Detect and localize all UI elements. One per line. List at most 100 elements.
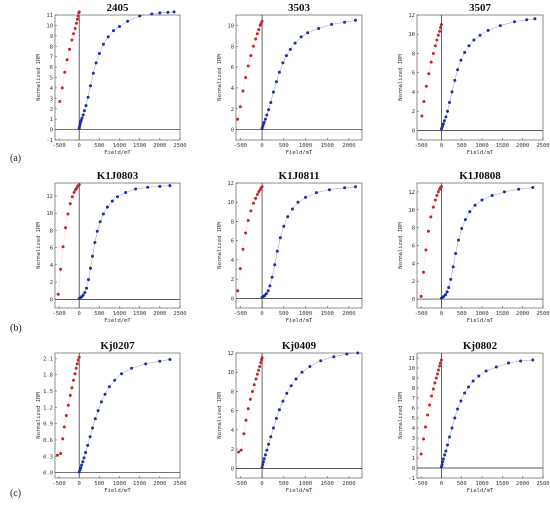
y-tick-label: 0: [50, 297, 53, 303]
data-point: [77, 10, 81, 14]
data-point: [345, 352, 349, 356]
x-tick-label: -500: [52, 481, 65, 487]
data-point: [426, 413, 430, 417]
plot-frame: [54, 182, 181, 309]
data-point: [61, 245, 65, 249]
data-point: [299, 35, 303, 39]
data-point: [472, 38, 476, 42]
data-point: [446, 109, 449, 113]
y-tick-label: 12: [408, 190, 415, 196]
data-point: [445, 290, 449, 294]
data-point: [431, 387, 435, 391]
data-point: [453, 416, 457, 420]
data-point: [468, 210, 472, 214]
chart-panel: Kj0207 -500 0 500 1000 1500 2000 2500 0.0 0.3 0.6 0…: [36, 340, 187, 494]
data-point: [498, 24, 502, 28]
series-line: [441, 18, 535, 130]
y-tick-label: 5: [412, 416, 415, 422]
chart-panel: K1J0803 -500 0 500 1000 1500 2000 2500 0 2 4 6 8 10 12…: [36, 170, 187, 324]
data-point: [158, 184, 162, 188]
data-point: [107, 385, 111, 389]
y-tick-label: 4: [231, 258, 235, 264]
data-point: [277, 408, 281, 412]
x-tick-label: 1000: [475, 481, 488, 487]
data-point: [436, 33, 440, 37]
x-tick-label: -500: [234, 311, 247, 317]
data-point: [533, 17, 537, 21]
y-tick-label: 8: [231, 389, 234, 395]
data-point: [507, 361, 510, 365]
x-axis-label: Field/mT: [286, 488, 313, 494]
data-point: [59, 452, 63, 455]
data-point: [438, 29, 442, 33]
data-point: [66, 403, 70, 407]
data-point: [447, 286, 451, 289]
x-axis-label: Field/mT: [467, 488, 494, 494]
data-point: [419, 294, 423, 298]
data-point: [66, 212, 70, 216]
series-backfield: [236, 185, 264, 293]
x-tick-label: 2000: [153, 481, 166, 487]
data-point: [268, 284, 272, 288]
data-point: [68, 393, 72, 397]
y-tick-label: 0: [231, 466, 234, 472]
data-point: [59, 267, 63, 271]
data-point: [275, 249, 279, 253]
data-point: [330, 22, 334, 26]
data-point: [101, 212, 105, 216]
y-tick-label: 6: [231, 65, 234, 71]
y-tick-label: 10: [227, 23, 234, 29]
y-tick-label: 6: [412, 244, 415, 250]
x-axis-label: Field/mT: [467, 318, 494, 324]
data-point: [262, 120, 266, 124]
data-point: [249, 54, 253, 58]
data-point: [459, 58, 463, 62]
series-line: [420, 186, 442, 297]
data-point: [254, 37, 258, 41]
data-point: [257, 368, 261, 372]
x-tick-label: -500: [234, 143, 247, 149]
row-label-c: (c): [10, 488, 21, 499]
data-point: [531, 186, 535, 189]
series-backfield: [236, 19, 264, 121]
y-axis-label: Normalized IRM: [36, 392, 42, 439]
y-tick-label: 9: [412, 376, 415, 382]
y-tick-label: 6: [412, 406, 415, 412]
data-point: [424, 248, 428, 252]
data-point: [261, 463, 265, 466]
series-acquisition: [260, 351, 360, 469]
data-point: [431, 205, 435, 209]
x-tick-label: -500: [414, 143, 427, 149]
y-tick-label: 0: [231, 128, 234, 134]
data-point: [241, 89, 245, 93]
data-point: [91, 254, 94, 258]
data-point: [431, 52, 435, 55]
x-axis-label: Field/mT: [104, 150, 131, 156]
series-line: [441, 359, 533, 468]
data-point: [244, 76, 248, 79]
data-point: [317, 27, 321, 30]
data-point: [244, 231, 248, 235]
data-point: [473, 203, 477, 207]
data-point: [453, 78, 457, 82]
data-point: [103, 392, 107, 396]
data-point: [519, 359, 523, 363]
data-point: [64, 414, 68, 417]
data-point: [168, 184, 172, 188]
y-tick-label: 5: [50, 76, 53, 82]
data-point: [172, 10, 176, 14]
data-point: [441, 122, 445, 126]
data-point: [252, 383, 256, 387]
y-tick-label: 6: [231, 409, 234, 415]
data-point: [72, 32, 75, 36]
data-point: [82, 109, 86, 113]
x-tick-label: 1500: [496, 311, 509, 317]
data-point: [444, 449, 448, 453]
data-point: [255, 193, 259, 196]
plot-frame: [54, 352, 181, 479]
x-tick-label: 500: [457, 311, 467, 317]
data-point: [98, 220, 102, 224]
data-point: [62, 425, 66, 429]
y-tick-label: 9: [50, 34, 53, 40]
data-point: [343, 186, 347, 190]
